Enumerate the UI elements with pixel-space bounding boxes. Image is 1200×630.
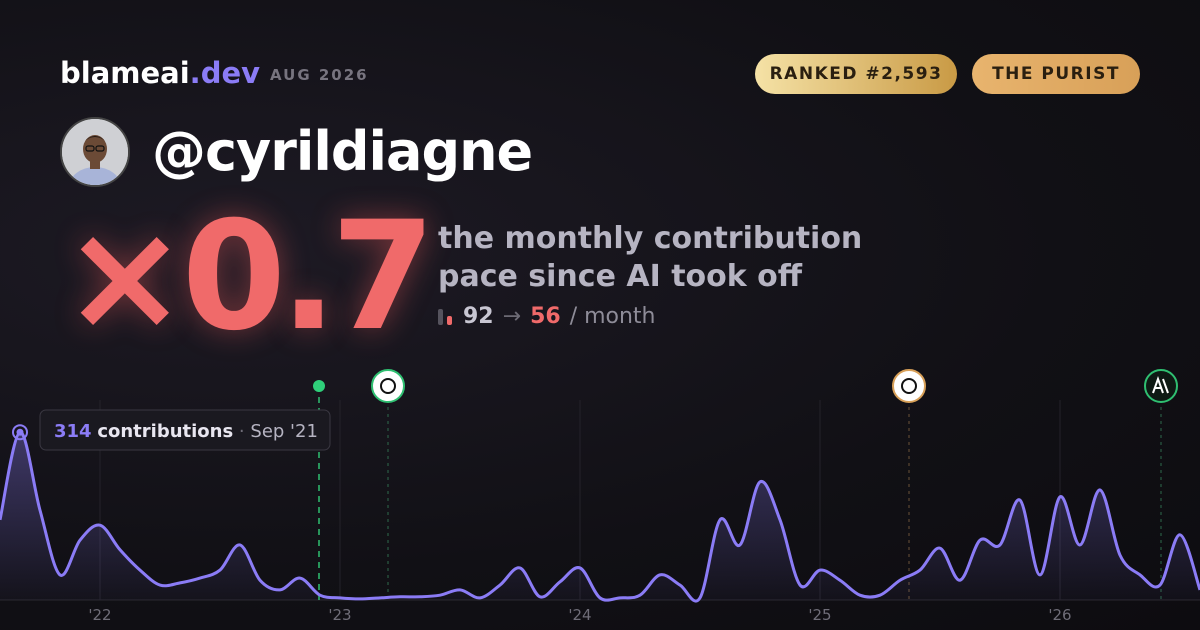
x-tick-label: '26 — [1048, 606, 1071, 624]
avatar — [60, 117, 130, 187]
x-tick-label: '25 — [808, 606, 831, 624]
pace-arrow: → — [502, 304, 522, 329]
period: AUG 2026 — [270, 66, 369, 84]
anthropic-glyph — [1152, 376, 1169, 394]
openai-glyph — [901, 378, 917, 394]
openai-icon — [371, 369, 405, 403]
pace-before: 92 — [463, 304, 494, 329]
line — [0, 430, 1200, 603]
x-tick-label: '24 — [568, 606, 591, 624]
area — [0, 432, 1200, 602]
tooltip-separator: · — [239, 421, 245, 442]
x-tick-label: '23 — [328, 606, 351, 624]
tooltip-box — [39, 409, 331, 451]
pace-row: 92 → 56 / month — [438, 304, 656, 329]
handle: @cyrildiagne — [152, 120, 533, 183]
pace-unit: / month — [569, 304, 656, 329]
description-line: pace since AI took off — [438, 259, 803, 294]
rank-badge: RANKED #2,593 — [755, 54, 957, 94]
brand: blameai.dev — [60, 56, 260, 90]
marker-dot — [313, 380, 325, 392]
tooltip-value: 314 — [54, 421, 92, 442]
tooltip-date: Sep '21 — [250, 421, 318, 442]
tooltip-label: contributions — [97, 421, 233, 442]
tooltip-text: 314 contributions · Sep '21 — [54, 421, 318, 442]
pace-icon — [438, 308, 452, 325]
archetype-badge: THE PURIST — [972, 54, 1140, 94]
event-markers — [371, 369, 1178, 600]
multiplier: ×0.7 — [62, 190, 435, 364]
brand-suffix: .dev — [189, 56, 261, 90]
x-tick-label: '22 — [88, 606, 111, 624]
tooltip: 314 contributions · Sep '21 — [39, 409, 331, 451]
description: the monthly contribution pace since AI to… — [438, 220, 862, 296]
description-line: the monthly contribution — [438, 221, 863, 256]
highlight-point — [12, 424, 28, 441]
pace-after: 56 — [530, 304, 561, 329]
openai-icon — [892, 369, 926, 403]
brand-name: blameai — [60, 56, 190, 90]
chart: '22 '23 '24 '25 '26 314 contributions · Sep '… — [0, 369, 1200, 624]
openai-glyph — [380, 378, 396, 394]
highlight-core — [16, 428, 24, 436]
